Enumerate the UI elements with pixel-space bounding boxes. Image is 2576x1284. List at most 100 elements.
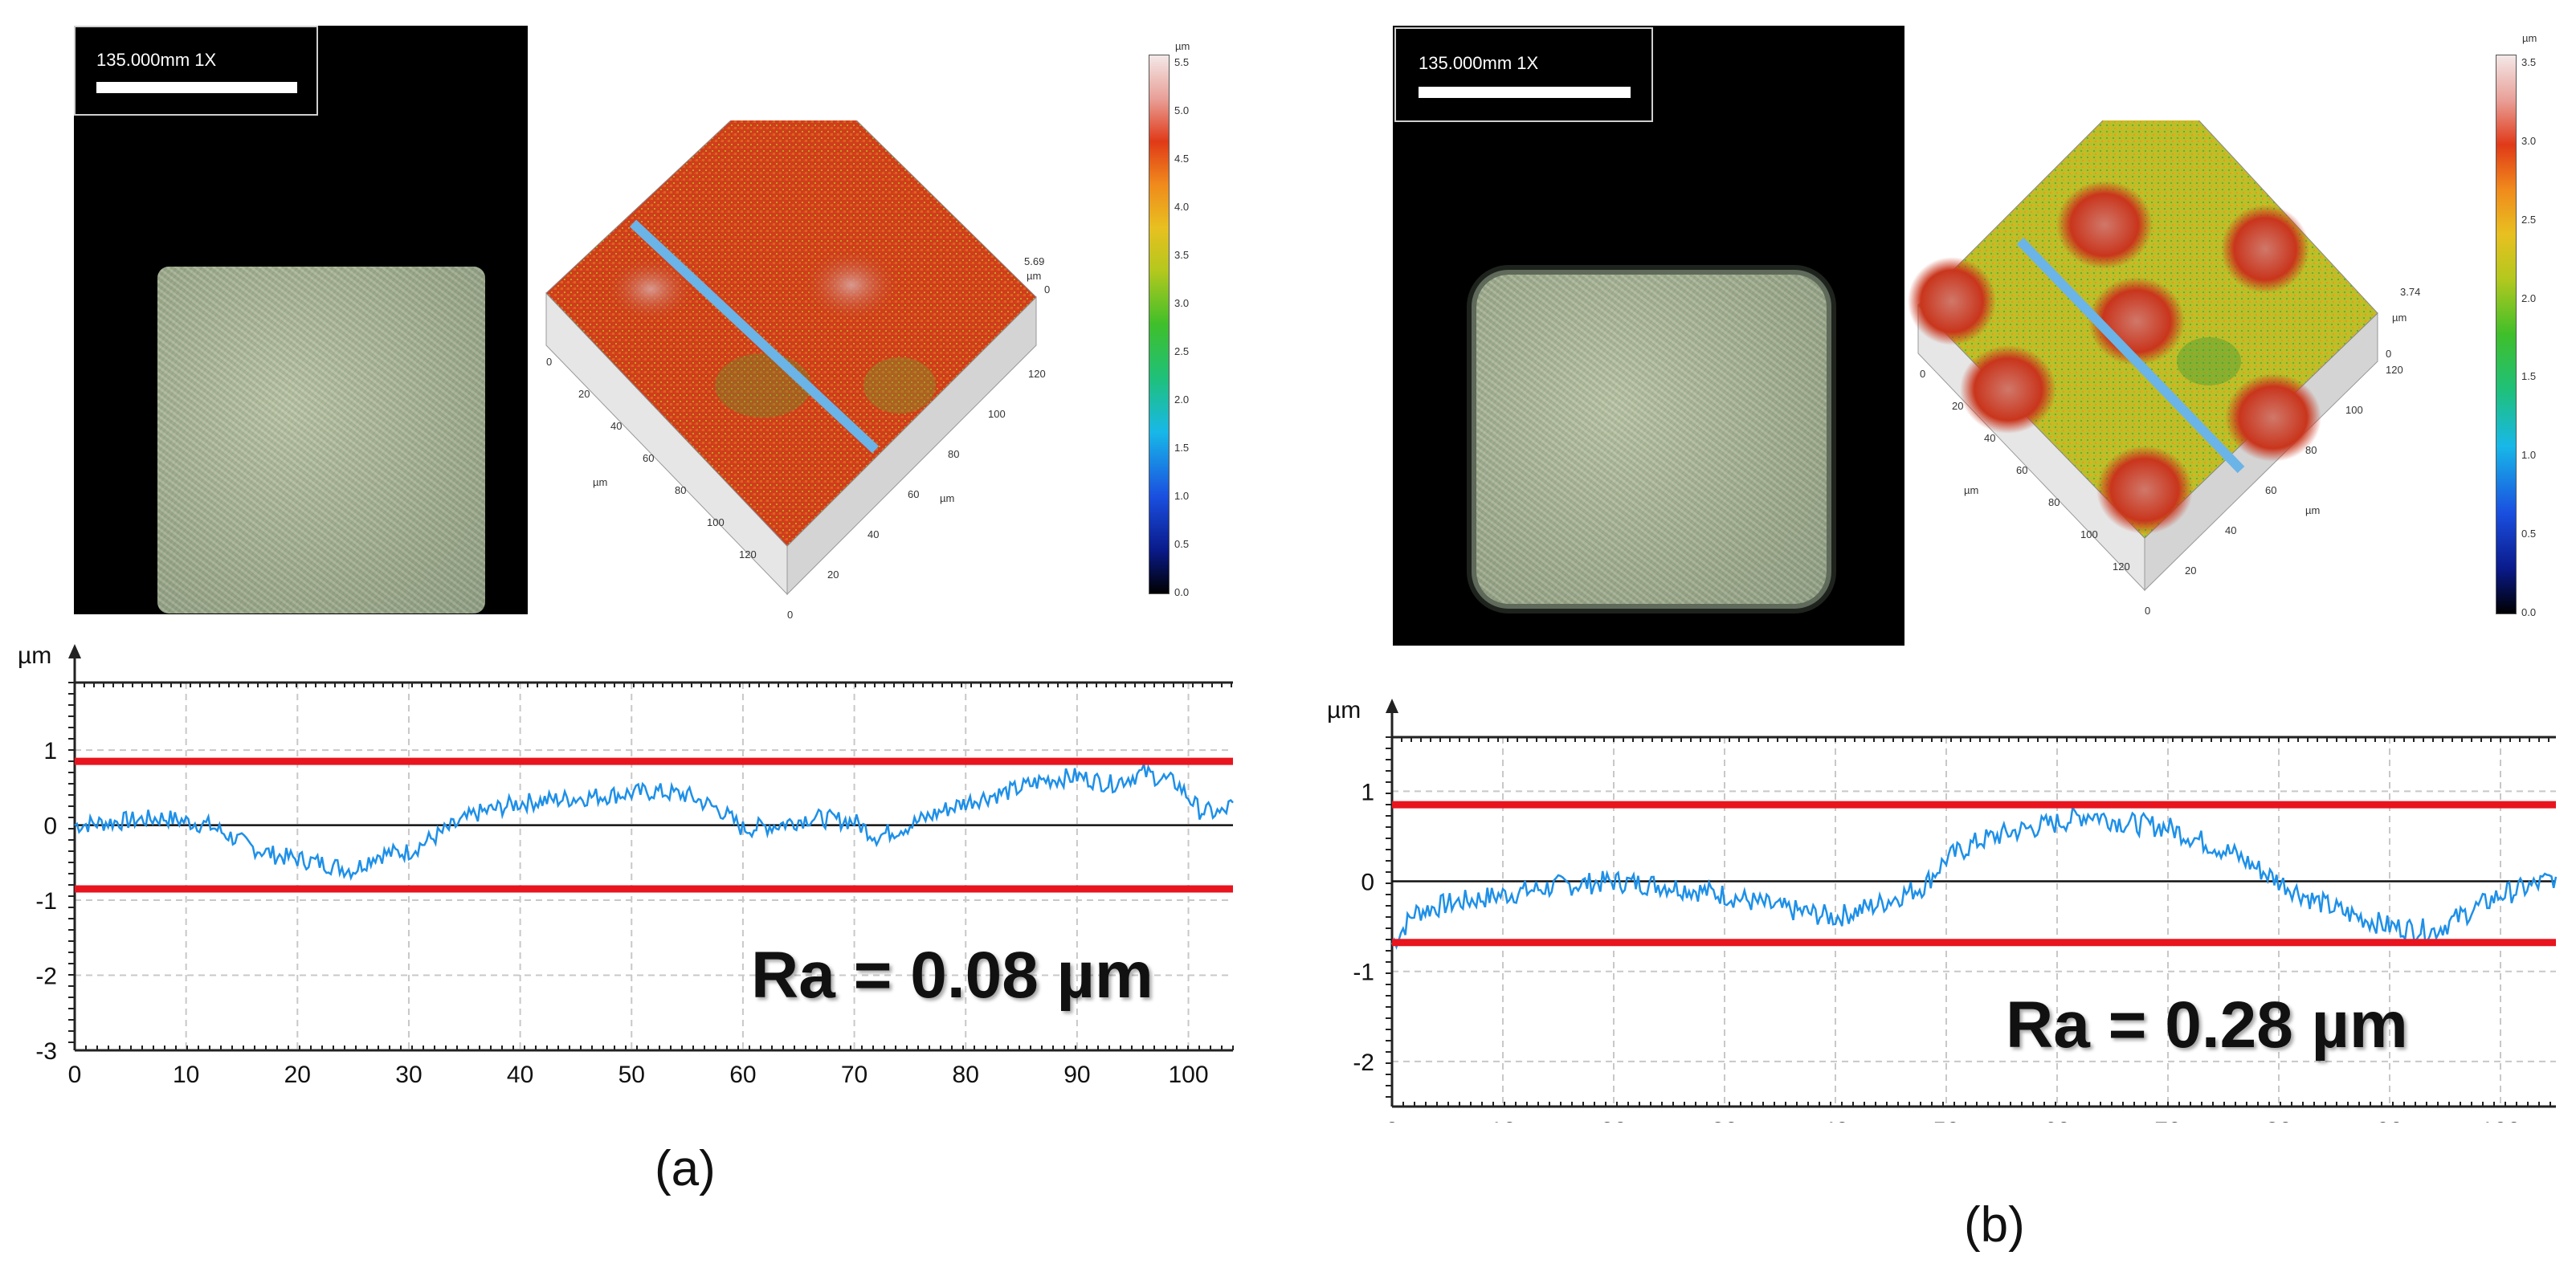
svg-text:100: 100 (2345, 404, 2363, 416)
svg-text:120: 120 (2386, 364, 2403, 376)
svg-text:60: 60 (643, 452, 654, 464)
x-tick-label: 20 (284, 1062, 311, 1084)
colorbar-tick: 4.0 (1174, 201, 1190, 213)
svg-text:3.74: 3.74 (2400, 286, 2420, 298)
x-tick-label: 100 (1169, 1062, 1209, 1084)
y-tick-label: 1 (43, 738, 57, 764)
sample-photo-b (1476, 275, 1827, 604)
colorbar-tick: 1.5 (1174, 442, 1190, 454)
ra-label-a: Ra = 0.08 µm (751, 939, 1153, 1012)
y-tick-label: 1 (1361, 779, 1374, 805)
y-axis-arrow (68, 644, 81, 658)
sample-photo-a (157, 267, 485, 613)
x-tick-label: 50 (618, 1062, 645, 1084)
svg-text:80: 80 (2048, 496, 2060, 508)
profile-line-a (629, 219, 880, 454)
y-axis-label: µm (1327, 697, 1361, 724)
microscope-image-a: 135.000mm 1X (74, 26, 528, 614)
x-tick-label: 80 (2265, 1118, 2292, 1123)
profile-series-line (1390, 805, 2558, 950)
colorbar-tick: 1.0 (1174, 490, 1190, 502)
svg-text:40: 40 (2225, 524, 2236, 536)
svg-text:100: 100 (988, 408, 1006, 420)
surface-3d-a: 0 20 40 60 80 100 120 0 20 40 60 80 100 … (545, 120, 1050, 621)
x-tick-label: 90 (2376, 1118, 2402, 1123)
x-tick-label: 50 (1933, 1118, 1959, 1123)
y-tick-label: 0 (1361, 870, 1374, 896)
svg-text:µm: µm (2305, 504, 2320, 516)
y-tick-label: -1 (1353, 960, 1374, 986)
colorbar-tick: 5.5 (1174, 56, 1190, 68)
colorbar-tick: 5.0 (1174, 104, 1190, 116)
svg-text:0: 0 (546, 356, 552, 368)
svg-text:µm: µm (2392, 312, 2407, 324)
y-tick-label: 0 (43, 813, 57, 840)
svg-text:80: 80 (948, 448, 959, 460)
svg-text:0: 0 (2145, 605, 2150, 617)
svg-text:µm: µm (940, 492, 954, 504)
scale-label-b: 135.000mm 1X (1419, 53, 1539, 73)
svg-text:40: 40 (868, 528, 879, 540)
svg-text:0: 0 (1920, 368, 1925, 380)
colorbar-tick: 1.0 (2521, 449, 2537, 462)
svg-text:µm: µm (1964, 484, 1978, 496)
colorbar-tick: 2.0 (2521, 291, 2537, 304)
svg-text:80: 80 (2305, 444, 2317, 456)
svg-text:40: 40 (1984, 432, 1995, 444)
svg-text:20: 20 (578, 388, 590, 400)
colorbar-tick: 0.0 (1174, 586, 1190, 598)
x-tick-label: 80 (953, 1062, 979, 1084)
y-tick-label: -2 (35, 964, 57, 990)
svg-text:20: 20 (1952, 400, 1963, 412)
x-tick-label: 0 (1386, 1118, 1399, 1123)
surface-axis-labels-b: 0 20 40 60 80 100 120 0 20 40 60 80 100 … (1920, 286, 2420, 617)
x-tick-label: 0 (68, 1062, 82, 1084)
colorbar-tick: 0.0 (2521, 606, 2537, 618)
svg-text:40: 40 (610, 420, 622, 432)
y-axis-label: µm (18, 642, 51, 669)
profile-series-line (74, 760, 1234, 881)
x-tick-label: 70 (841, 1062, 868, 1084)
y-axis-arrow (1386, 699, 1398, 713)
x-tick-label: 40 (1822, 1118, 1848, 1123)
svg-text:120: 120 (2113, 560, 2130, 573)
colorbar-tick: 4.5 (1174, 153, 1190, 165)
x-tick-label: 90 (1063, 1062, 1090, 1084)
colorbar-unit-a: µm (1175, 40, 1190, 52)
colorbar-tick: 3.5 (1174, 249, 1190, 261)
x-tick-label: 60 (729, 1062, 756, 1084)
svg-text:60: 60 (908, 488, 919, 500)
y-tick-label: -2 (1353, 1050, 1374, 1076)
colorbar-unit-b: µm (2522, 32, 2537, 44)
svg-text:100: 100 (707, 516, 725, 528)
scale-bar-b (1419, 87, 1631, 98)
scale-bar-a (96, 82, 297, 93)
svg-text:20: 20 (827, 569, 839, 581)
colorbar-gradient-b (2496, 55, 2517, 614)
x-tick-label: 10 (1489, 1118, 1516, 1123)
scale-box-b: 135.000mm 1X (1394, 27, 1653, 122)
svg-text:100: 100 (2080, 528, 2098, 540)
x-tick-label: 60 (2043, 1118, 2070, 1123)
y-tick-label: -3 (35, 1038, 57, 1065)
colorbar-tick: 2.0 (1174, 393, 1190, 406)
colorbar-tick: 3.5 (2521, 56, 2537, 68)
svg-text:80: 80 (675, 484, 686, 496)
microscope-image-b: 135.000mm 1X (1393, 26, 1904, 646)
x-tick-label: 10 (173, 1062, 199, 1084)
x-tick-label: 40 (507, 1062, 533, 1084)
colorbar-tick: 1.5 (2521, 370, 2537, 383)
svg-text:0: 0 (1044, 283, 1050, 296)
x-tick-label: 30 (1711, 1118, 1737, 1123)
svg-text:µm: µm (1027, 270, 1041, 282)
x-tick-label: 70 (2154, 1118, 2181, 1123)
svg-text:60: 60 (2265, 484, 2276, 496)
colorbar-tick: 0.5 (1174, 538, 1190, 550)
profile-line-b (2016, 237, 2245, 474)
svg-text:5.69: 5.69 (1024, 255, 1044, 267)
ra-label-b: Ra = 0.28 µm (2006, 988, 2408, 1062)
y-tick-label: -1 (35, 888, 57, 915)
x-tick-label: 30 (395, 1062, 422, 1084)
